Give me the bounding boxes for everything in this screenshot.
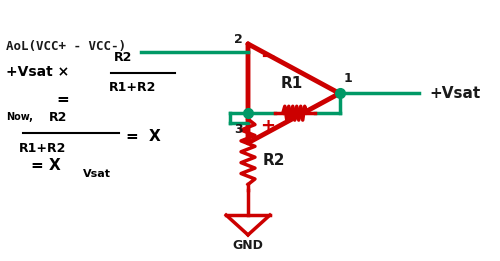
Text: GND: GND: [232, 239, 264, 252]
Text: 1: 1: [344, 72, 352, 85]
Text: 3: 3: [234, 122, 243, 135]
Text: =: =: [126, 129, 138, 144]
Text: +Vsat: +Vsat: [429, 86, 480, 101]
Text: +: +: [260, 117, 275, 135]
Text: = X: = X: [31, 158, 61, 173]
Text: =: =: [56, 92, 69, 107]
Text: +Vsat ×: +Vsat ×: [6, 65, 70, 79]
Text: AoL(VCC+ - VCC-): AoL(VCC+ - VCC-): [6, 40, 126, 54]
Text: R2: R2: [263, 153, 285, 168]
Text: R1+R2: R1+R2: [109, 81, 156, 93]
Text: R2: R2: [49, 111, 68, 124]
Text: R2: R2: [114, 51, 132, 64]
Text: Vsat: Vsat: [83, 169, 111, 179]
Text: −: −: [260, 48, 275, 66]
Text: R1+R2: R1+R2: [20, 142, 66, 155]
Text: X: X: [148, 129, 160, 144]
Text: R1: R1: [280, 76, 303, 91]
Text: 2: 2: [234, 33, 243, 46]
Text: Now,: Now,: [6, 112, 33, 122]
